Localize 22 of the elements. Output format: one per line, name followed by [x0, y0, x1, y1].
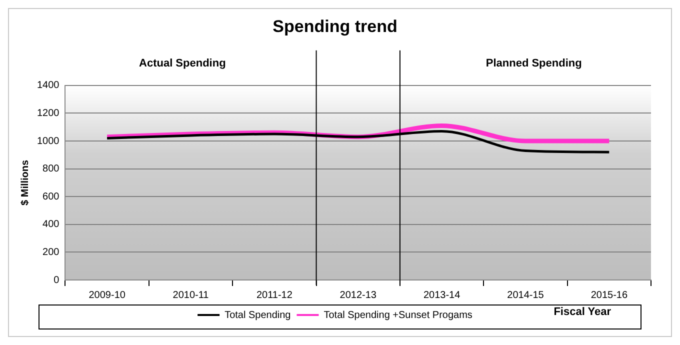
legend-label: Total Spending: [224, 310, 291, 321]
text: Actual Spending: [139, 57, 226, 70]
text: Planned Spending: [486, 57, 582, 70]
y-tick-label: 1000: [36, 136, 60, 147]
y-tick-label: 400: [42, 219, 60, 230]
y-tick-label: 1400: [36, 80, 60, 92]
y-axis-title: $ Millions: [20, 159, 31, 206]
y-tick-label: 600: [42, 191, 60, 202]
x-tick-label: 2012-13: [340, 290, 377, 301]
y-tick-label: 1200: [36, 108, 60, 119]
x-tick-label: 2015-16: [590, 290, 628, 301]
x-tick-label: 2014-15: [507, 290, 544, 301]
y-tick-label: 0: [54, 274, 60, 286]
x-tick-label: 2011-12: [256, 290, 293, 301]
x-tick-label: 2009-10: [88, 290, 126, 301]
y-tick-label: 800: [42, 164, 60, 175]
x-axis-title: Fiscal Year: [554, 306, 612, 318]
legend-label: Total Spending +Sunset Progams: [324, 310, 472, 321]
chart-title: Spending trend: [272, 16, 398, 36]
x-tick-label: 2013-14: [423, 290, 461, 301]
x-tick-label: 2010-11: [172, 290, 210, 301]
y-tick-label: 200: [42, 246, 60, 258]
